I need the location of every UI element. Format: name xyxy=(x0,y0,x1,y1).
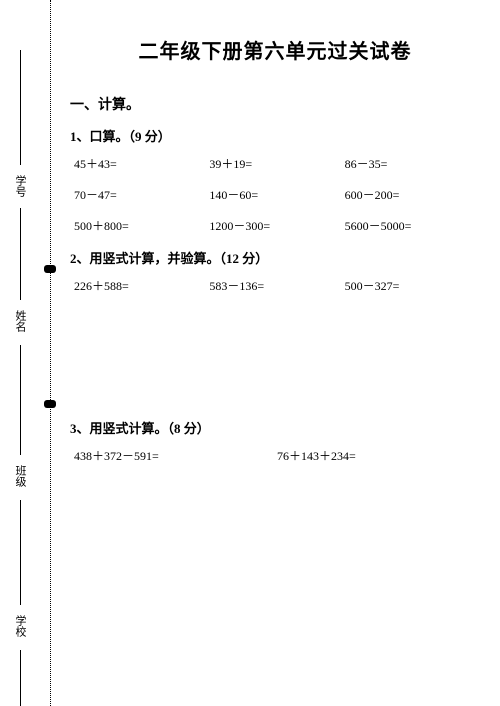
binding-knot xyxy=(44,265,56,273)
binding-underline xyxy=(20,500,21,605)
sub-2-problems: 226＋588=583－136=500－327= xyxy=(70,277,480,294)
binding-underline xyxy=(20,50,21,165)
problem-cell: 39＋19= xyxy=(209,155,344,172)
problem-cell: 500＋800= xyxy=(74,217,209,234)
problem-cell: 140－60= xyxy=(209,186,344,203)
problem-cell: 226＋588= xyxy=(74,277,209,294)
binding-knot xyxy=(44,400,56,408)
problem-cell: 70－47= xyxy=(74,186,209,203)
problem-cell: 45＋43= xyxy=(74,155,209,172)
sub-1-heading: 1、口算。（9 分） xyxy=(70,126,480,145)
binding-underline xyxy=(20,650,21,706)
binding-label: 姓名 xyxy=(12,310,28,332)
problem-row: 70－47=140－60=600－200= xyxy=(70,186,480,203)
problem-row: 45＋43=39＋19=86－35= xyxy=(70,155,480,172)
problem-row: 500＋800=1200－300=5600－5000= xyxy=(70,217,480,234)
sub-3-heading: 3、用竖式计算。（8 分） xyxy=(70,418,480,437)
binding-label: 学号 xyxy=(12,175,28,197)
problem-row: 226＋588=583－136=500－327= xyxy=(70,277,480,294)
problem-cell: 86－35= xyxy=(345,155,480,172)
workspace-spacer xyxy=(70,308,480,418)
exam-content: 二年级下册第六单元过关试卷 一、计算。 1、口算。（9 分） 45＋43=39＋… xyxy=(70,35,480,478)
problem-cell: 500－327= xyxy=(345,277,480,294)
problem-cell: 438＋372－591= xyxy=(74,447,277,464)
section-1-heading: 一、计算。 xyxy=(70,94,480,114)
binding-label: 学校 xyxy=(12,615,28,637)
binding-underline xyxy=(20,208,21,300)
problem-cell: 1200－300= xyxy=(209,217,344,234)
problem-cell: 76＋143＋234= xyxy=(277,447,480,464)
problem-row: 438＋372－591=76＋143＋234= xyxy=(70,447,480,464)
sub-2-heading: 2、用竖式计算，并验算。（12 分） xyxy=(70,248,480,267)
dotted-fold-line xyxy=(50,0,51,706)
problem-cell: 600－200= xyxy=(345,186,480,203)
sub-3-problems: 438＋372－591=76＋143＋234= xyxy=(70,447,480,464)
sub-1-problems: 45＋43=39＋19=86－35= 70－47=140－60=600－200= 5… xyxy=(70,155,480,234)
binding-underline xyxy=(20,345,21,455)
exam-title: 二年级下册第六单元过关试卷 xyxy=(70,35,480,64)
binding-label: 班级 xyxy=(12,465,28,487)
binding-strip: 学号姓名班级学校 xyxy=(0,0,60,706)
problem-cell: 583－136= xyxy=(209,277,344,294)
problem-cell: 5600－5000= xyxy=(345,217,480,234)
